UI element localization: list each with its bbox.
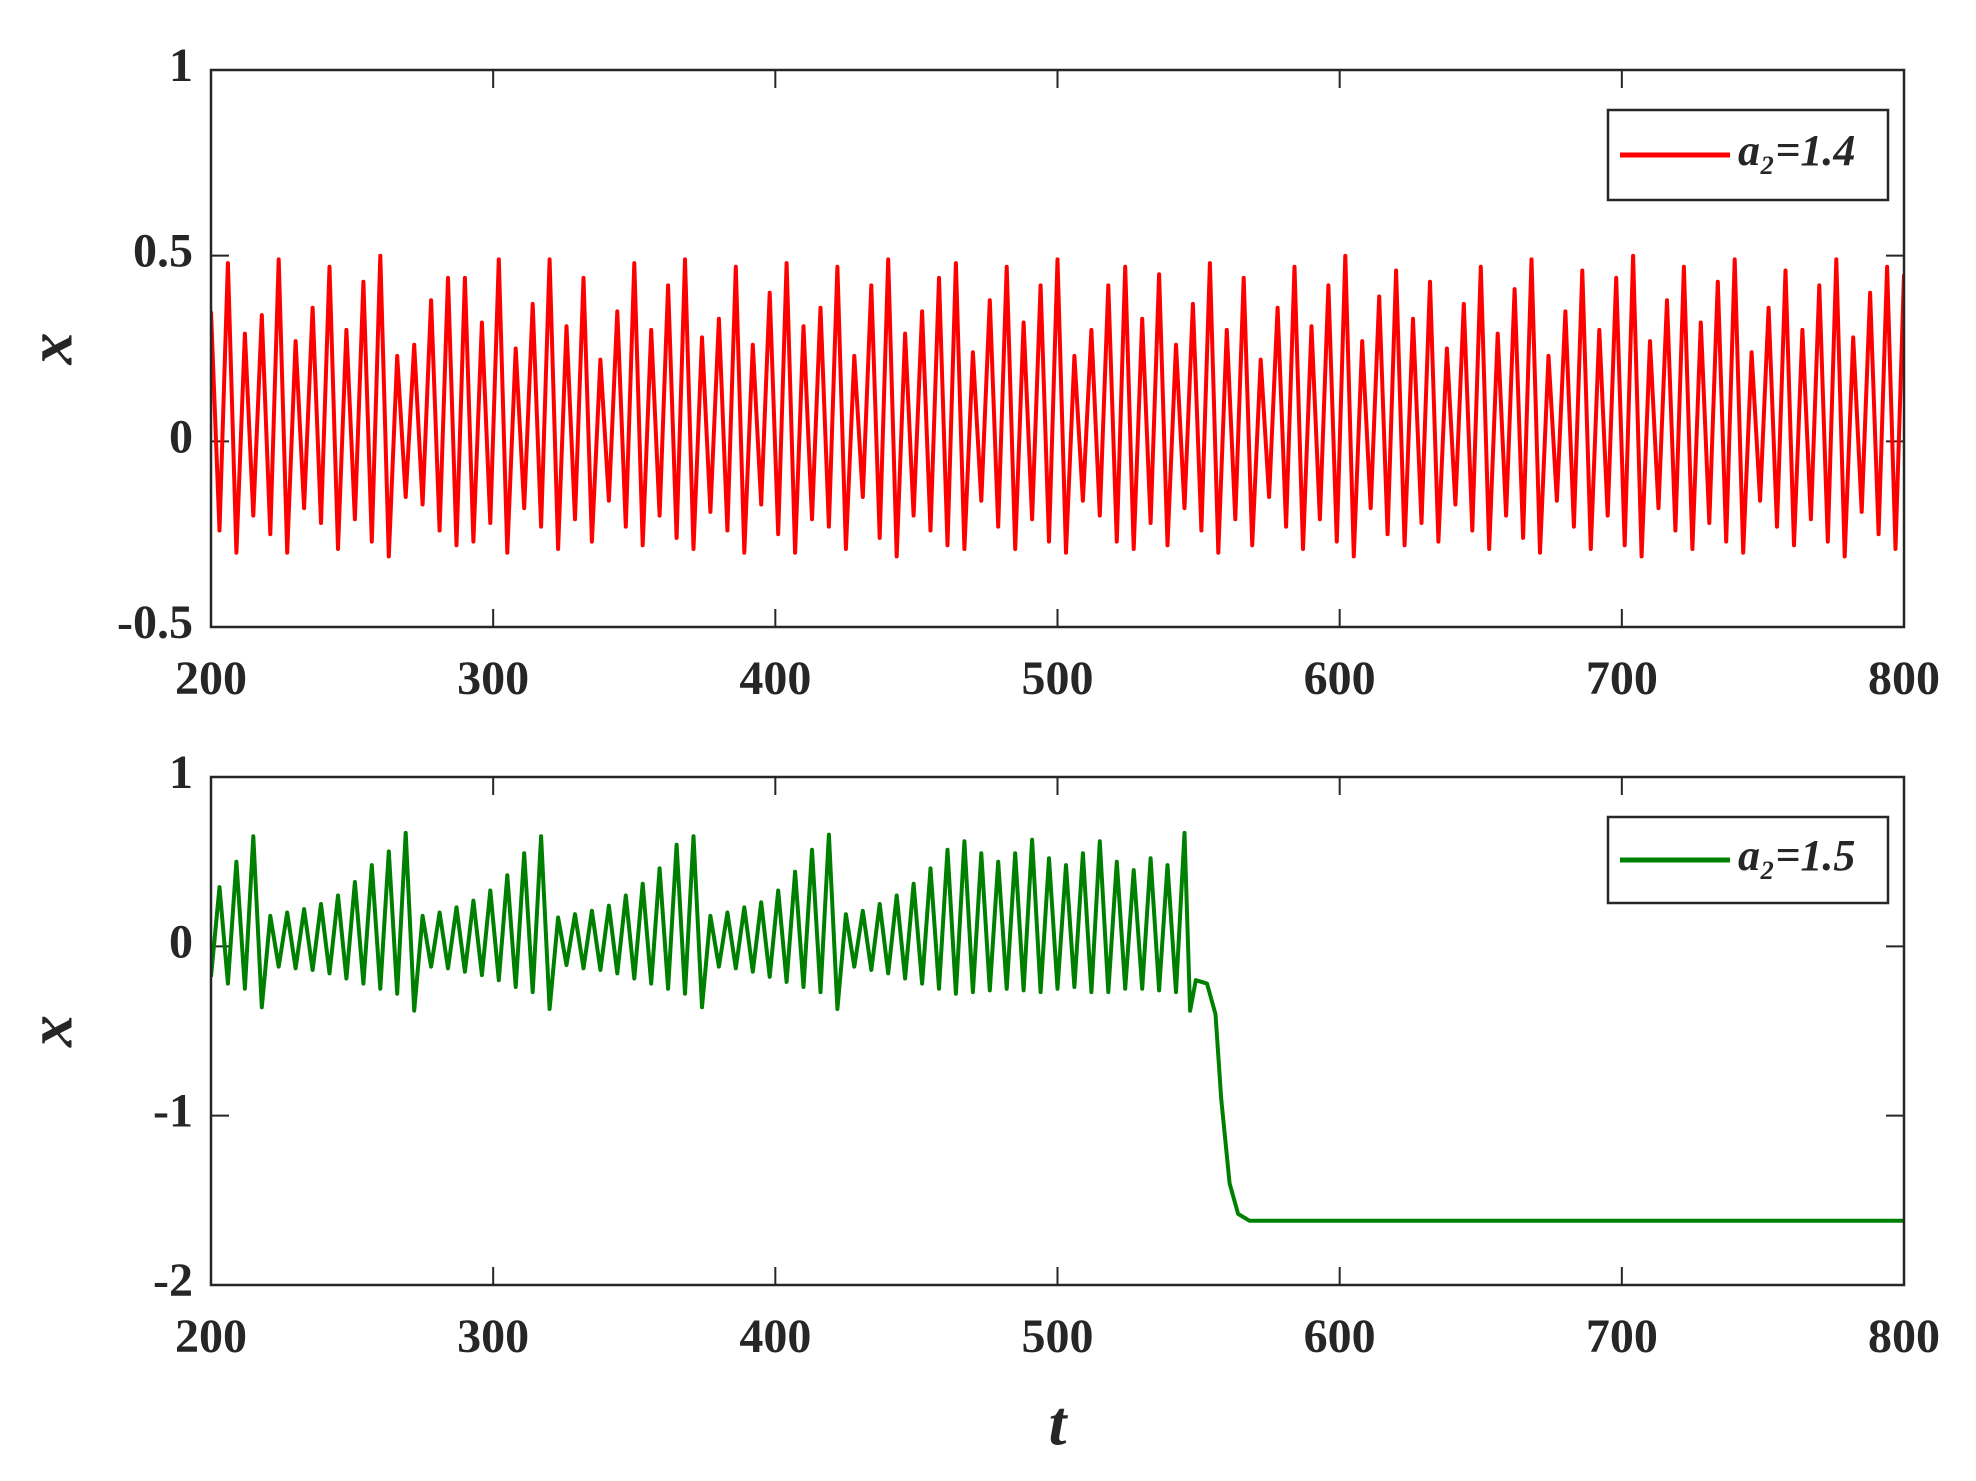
x-tick-label: 300 xyxy=(457,652,529,705)
x-tick-label: 600 xyxy=(1304,652,1376,705)
x-tick-label: 700 xyxy=(1586,652,1658,705)
x-tick-label: 500 xyxy=(1022,1310,1094,1363)
x-axis-label: t xyxy=(1049,1388,1069,1459)
data-line xyxy=(211,253,1904,559)
legend-box xyxy=(1606,108,1890,202)
y-tick-label: -2 xyxy=(153,1254,193,1307)
x-tick-label: 200 xyxy=(175,1310,247,1363)
x-tick-label: 200 xyxy=(175,652,247,705)
y-tick-label: 0.5 xyxy=(133,225,193,278)
x-tick-label: 600 xyxy=(1304,1310,1376,1363)
x-tick-label: 300 xyxy=(457,1310,529,1363)
x-tick-label: 500 xyxy=(1022,652,1094,705)
data-line xyxy=(211,830,1904,1223)
y-tick-label: 0 xyxy=(169,410,193,463)
y-axis-label: x xyxy=(15,333,86,366)
y-tick-label: 1 xyxy=(169,39,193,92)
y-tick-label: -0.5 xyxy=(117,596,193,649)
legend-label: a₂=1.5 xyxy=(1738,831,1855,880)
x-tick-label: 800 xyxy=(1868,652,1940,705)
legend-label: a₂=1.4 xyxy=(1738,126,1855,175)
y-tick-label: 0 xyxy=(169,915,193,968)
y-tick-label: 1 xyxy=(169,746,193,799)
axes-box xyxy=(209,775,1906,1287)
y-axis-label: x xyxy=(15,1015,86,1048)
x-tick-label: 400 xyxy=(739,1310,811,1363)
axes-box xyxy=(209,68,1906,629)
x-tick-label: 700 xyxy=(1586,1310,1658,1363)
x-tick-label: 400 xyxy=(739,652,811,705)
x-tick-label: 800 xyxy=(1868,1310,1940,1363)
y-tick-label: -1 xyxy=(153,1085,193,1138)
